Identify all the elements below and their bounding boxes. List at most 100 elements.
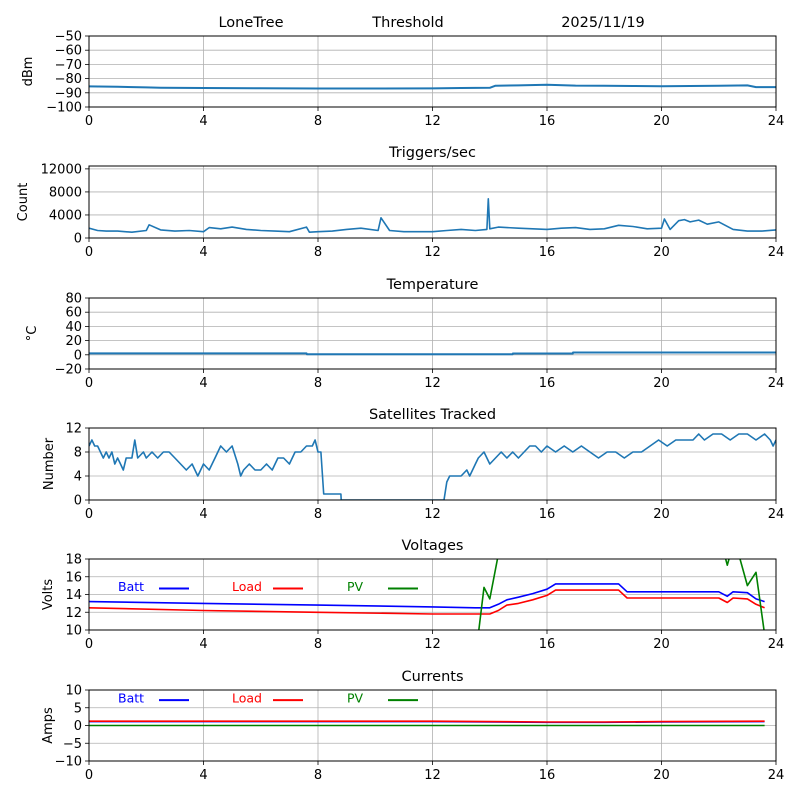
- y-tick-label: 12000: [41, 162, 82, 177]
- y-tick-label: −80: [55, 72, 82, 87]
- y-tick-label: −70: [55, 58, 82, 73]
- y-tick-label: 14: [65, 588, 82, 603]
- x-tick-label: 24: [768, 507, 785, 522]
- subplot-currents: 0 4 8 12 16 20 24 −10 −5 0 5 10 Currents Amps Batt Load…: [41, 669, 784, 783]
- subplot-triggers: 0 4 8 12 16 20 24 0 4000 8000 12000 Triggers/sec Cou…: [16, 145, 784, 260]
- y-axis-label: Number: [42, 437, 57, 490]
- legend-label-load: Load: [232, 579, 262, 594]
- x-tick-label: 12: [424, 768, 441, 783]
- y-tick-label: −100: [46, 101, 82, 116]
- y-tick-label: −5: [63, 737, 82, 752]
- y-tick-label: −60: [55, 44, 82, 59]
- y-tick-label: 80: [65, 292, 82, 307]
- x-tick-label: 8: [314, 768, 322, 783]
- x-tick-label: 0: [85, 768, 93, 783]
- x-tick-label: 0: [85, 114, 93, 129]
- x-tick-label: 24: [768, 637, 785, 652]
- y-tick-label: 12: [65, 422, 82, 437]
- series-line-satellites: [89, 433, 776, 500]
- y-tick-label: −50: [55, 30, 82, 45]
- subplot-voltages: 0 4 8 12 16 20 24 10 12 14 16 18 Voltages Volts Batt Lo…: [41, 538, 784, 652]
- x-tick-label: 4: [199, 507, 207, 522]
- y-axis-label: °C: [25, 326, 40, 342]
- y-tick-label: 0: [74, 348, 82, 363]
- legend-label-load: Load: [232, 691, 262, 706]
- x-tick-label: 0: [85, 637, 93, 652]
- y-axis-label: Count: [16, 183, 31, 222]
- x-tick-label: 8: [314, 114, 322, 129]
- y-tick-label: 0: [74, 232, 82, 247]
- y-tick-label: 0: [74, 719, 82, 734]
- x-tick-label: 0: [85, 245, 93, 260]
- x-tick-label: 20: [653, 376, 670, 391]
- subplot-title: Voltages: [402, 538, 464, 554]
- x-tick-label: 8: [314, 637, 322, 652]
- x-tick-label: 12: [424, 114, 441, 129]
- x-tick-label: 20: [653, 245, 670, 260]
- x-tick-label: 16: [539, 637, 556, 652]
- y-tick-label: 40: [65, 320, 82, 335]
- y-tick-label: 20: [65, 334, 82, 349]
- x-tick-label: 20: [653, 114, 670, 129]
- x-tick-label: 8: [314, 507, 322, 522]
- y-axis-label: Volts: [41, 579, 56, 611]
- x-tick-label: 16: [539, 245, 556, 260]
- y-tick-label: 5: [74, 701, 82, 716]
- y-tick-label: 8000: [49, 185, 82, 200]
- series-line-load: [89, 720, 765, 723]
- x-tick-label: 8: [314, 376, 322, 391]
- y-tick-label: 12: [65, 606, 82, 621]
- subplot-title: Temperature: [386, 277, 479, 293]
- x-tick-label: 24: [768, 245, 785, 260]
- series-line-rssi: [89, 83, 776, 90]
- series-line-pv: [478, 559, 765, 630]
- y-tick-label: 8: [74, 446, 82, 461]
- legend-label-batt: Batt: [118, 691, 144, 706]
- y-tick-label: 10: [65, 684, 82, 699]
- header-date: 2025/11/19: [561, 15, 645, 31]
- x-tick-label: 24: [768, 768, 785, 783]
- x-tick-label: 4: [199, 637, 207, 652]
- y-tick-label: −20: [55, 363, 82, 378]
- subplot-satellites: 0 4 8 12 16 20 24 0 4 8 12 Satellites Tracked Number: [42, 407, 784, 522]
- y-tick-label: 60: [65, 306, 82, 321]
- x-tick-label: 16: [539, 507, 556, 522]
- legend-label-pv: PV: [347, 691, 364, 706]
- legend-label-pv: PV: [347, 579, 364, 594]
- x-tick-label: 4: [199, 245, 207, 260]
- x-tick-label: 16: [539, 114, 556, 129]
- subplot-title: Currents: [401, 669, 463, 685]
- header-mode: Threshold: [371, 15, 443, 31]
- x-tick-label: 12: [424, 637, 441, 652]
- header-station: LoneTree: [218, 15, 283, 31]
- y-tick-label: −10: [55, 755, 82, 770]
- y-axis-label: dBm: [21, 57, 36, 87]
- x-tick-label: 16: [539, 768, 556, 783]
- x-tick-label: 4: [199, 376, 207, 391]
- x-tick-label: 20: [653, 637, 670, 652]
- x-tick-label: 12: [424, 376, 441, 391]
- series-line-triggers: [89, 198, 776, 233]
- subplot-rssi: 0 4 8 12 16 20 24 −100−90−80−70−60−50 dBm: [21, 30, 784, 130]
- x-tick-label: 12: [424, 245, 441, 260]
- subplot-title: Satellites Tracked: [369, 407, 496, 423]
- x-tick-label: 4: [199, 114, 207, 129]
- legend-label-batt: Batt: [118, 579, 144, 594]
- y-tick-label: −90: [55, 86, 82, 101]
- y-tick-label: 10: [65, 624, 82, 639]
- x-tick-label: 16: [539, 376, 556, 391]
- series-line-temperature: [89, 351, 776, 356]
- y-tick-label: 4000: [49, 208, 82, 223]
- y-tick-label: 18: [65, 553, 82, 568]
- series-line-batt: [89, 583, 765, 609]
- y-tick-label: 16: [65, 570, 82, 585]
- x-tick-label: 0: [85, 507, 93, 522]
- x-tick-label: 12: [424, 507, 441, 522]
- subplot-title: Triggers/sec: [388, 145, 476, 161]
- x-tick-label: 24: [768, 114, 785, 129]
- x-tick-label: 20: [653, 507, 670, 522]
- y-axis-label: Amps: [41, 707, 56, 744]
